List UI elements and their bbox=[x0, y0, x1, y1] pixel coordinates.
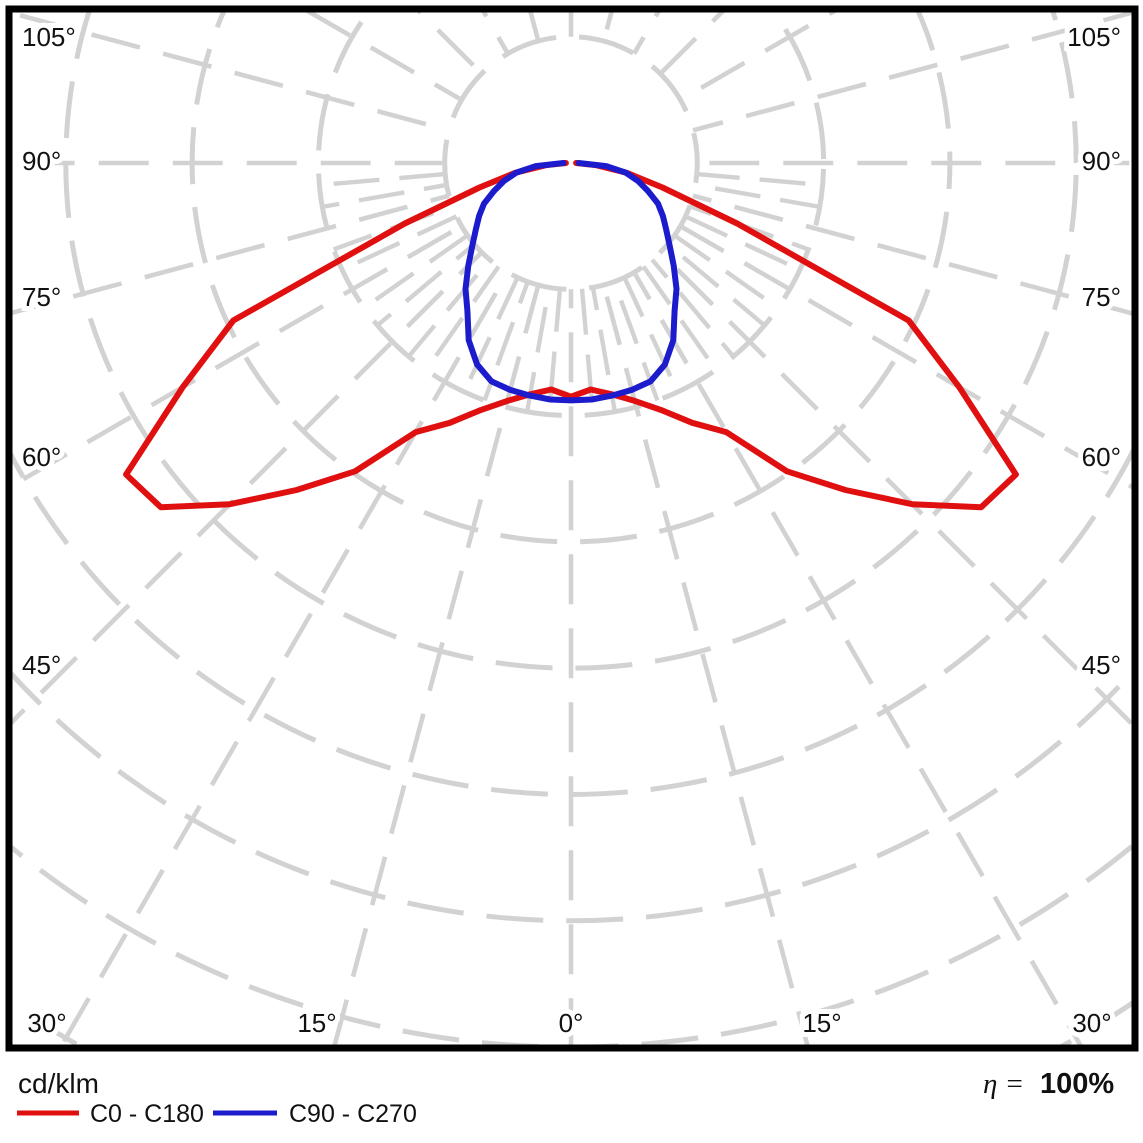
grid-fine-spoke bbox=[424, 265, 501, 372]
efficiency-symbol: η = bbox=[983, 1068, 1024, 1100]
grid-fine-spoke bbox=[319, 171, 446, 188]
grid-fine-spoke bbox=[590, 286, 618, 413]
legend: C0 - C180 C90 - C270 bbox=[17, 1100, 417, 1128]
grid-fine-spoke bbox=[684, 214, 801, 272]
grid-spoke bbox=[331, 284, 541, 1047]
grid-fine-spoke bbox=[673, 233, 780, 310]
intensity-curves bbox=[123, 160, 1019, 511]
angle-label-right-105: 105° bbox=[1067, 22, 1121, 52]
grid-fine-spoke bbox=[579, 288, 596, 415]
grid-spoke bbox=[679, 224, 1133, 491]
angle-label-left-90: 90° bbox=[22, 146, 61, 176]
grid-fine-spoke bbox=[641, 265, 718, 372]
angle-label-right-75: 75° bbox=[1082, 282, 1121, 312]
grid-fine-spoke bbox=[321, 182, 448, 210]
grid-fine-spoke bbox=[524, 286, 552, 413]
angle-labels: 105° 105° 90° 90° 75° 75° 60° 60° 45° 45° 30° 15° 0°… bbox=[17, 17, 1126, 1043]
angle-label-bottom-0: 30° bbox=[27, 1008, 66, 1038]
grid-fine-spoke bbox=[406, 258, 492, 358]
angle-label-bottom-3: 15° bbox=[802, 1008, 841, 1038]
grid-fine-spoke bbox=[546, 288, 563, 415]
grid-fine-spoke bbox=[694, 182, 821, 210]
legend-label-c90-c270: C90 - C270 bbox=[289, 1100, 417, 1128]
angle-label-left-75: 75° bbox=[22, 282, 61, 312]
grid-spoke bbox=[692, 193, 1133, 316]
angle-label-right-60: 60° bbox=[1082, 442, 1121, 472]
angle-label-left-105: 105° bbox=[22, 22, 76, 52]
angle-label-right-45: 45° bbox=[1082, 650, 1121, 680]
curve-c90-c270 bbox=[462, 160, 680, 404]
grid-fine-spoke bbox=[622, 276, 680, 393]
grid-fine-spoke bbox=[362, 233, 469, 310]
grid-spoke bbox=[12, 250, 484, 726]
efficiency-value: 100% bbox=[1040, 1068, 1114, 1100]
grid-ring bbox=[12, 667, 1133, 924]
grid-fine-spoke bbox=[482, 280, 530, 402]
grid-fine-spoke bbox=[666, 242, 766, 328]
grid-fine-spoke bbox=[650, 258, 736, 358]
grid-fine-spoke bbox=[696, 171, 823, 188]
grid-spoke bbox=[601, 284, 811, 1047]
angle-label-right-90: 90° bbox=[1082, 146, 1121, 176]
grid-spoke bbox=[632, 271, 1085, 1047]
angle-label-left-45: 45° bbox=[22, 650, 61, 680]
curve-c0-c180 bbox=[123, 160, 1019, 511]
angle-label-bottom-4: 30° bbox=[1072, 1008, 1111, 1038]
grid-fine-spoke bbox=[341, 214, 458, 272]
angle-label-left-60: 60° bbox=[22, 442, 61, 472]
angle-label-bottom-2: 0° bbox=[559, 1008, 584, 1038]
grid-spoke bbox=[12, 193, 450, 316]
angle-label-bottom-1: 15° bbox=[297, 1008, 336, 1038]
legend-label-c0-c180: C0 - C180 bbox=[90, 1100, 204, 1128]
grid-spoke bbox=[692, 12, 1133, 133]
grid-fine-spoke bbox=[462, 276, 520, 393]
unit-label: cd/klm bbox=[18, 1068, 99, 1099]
plot-border bbox=[5, 5, 1139, 1052]
grid-fine-spoke bbox=[376, 242, 476, 328]
grid-spoke bbox=[57, 271, 510, 1047]
